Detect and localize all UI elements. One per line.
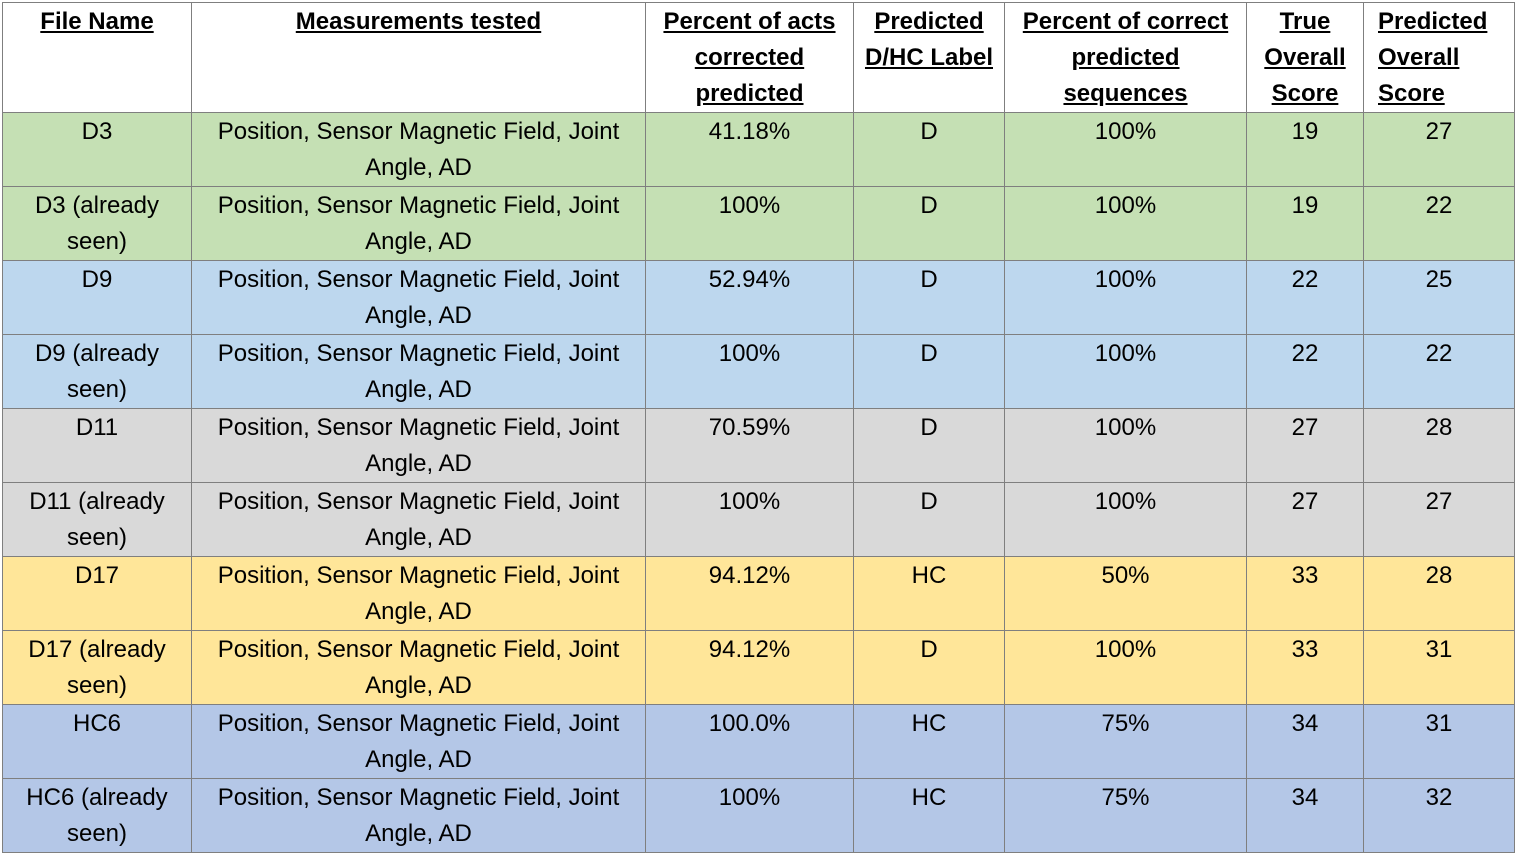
- cell-file-name: D3 (already seen): [2, 186, 192, 261]
- cell-true-score: 19: [1246, 186, 1364, 261]
- table-row: HC6 (already seen) Position, Sensor Magn…: [2, 778, 1515, 853]
- cell-predicted-score: 28: [1363, 408, 1515, 483]
- cell-true-score: 33: [1246, 556, 1364, 631]
- cell-measurements: Position, Sensor Magnetic Field, Joint A…: [191, 260, 646, 335]
- cell-pct-acts: 100%: [645, 186, 854, 261]
- table-row: D11 Position, Sensor Magnetic Field, Joi…: [2, 408, 1515, 483]
- cell-file-name: D17: [2, 556, 192, 631]
- cell-predicted-label: D: [853, 112, 1005, 187]
- table-row: D11 (already seen) Position, Sensor Magn…: [2, 482, 1515, 557]
- table-row: D17 Position, Sensor Magnetic Field, Joi…: [2, 556, 1515, 631]
- cell-true-score: 22: [1246, 260, 1364, 335]
- cell-file-name: D3: [2, 112, 192, 187]
- cell-true-score: 22: [1246, 334, 1364, 409]
- cell-pct-sequences: 75%: [1004, 778, 1247, 853]
- cell-measurements: Position, Sensor Magnetic Field, Joint A…: [191, 482, 646, 557]
- cell-measurements: Position, Sensor Magnetic Field, Joint A…: [191, 556, 646, 631]
- cell-file-name: D9: [2, 260, 192, 335]
- col-header-pct-sequences: Percent of correct predicted sequences: [1004, 2, 1247, 113]
- cell-file-name: D9 (already seen): [2, 334, 192, 409]
- cell-measurements: Position, Sensor Magnetic Field, Joint A…: [191, 112, 646, 187]
- table-row: D9 Position, Sensor Magnetic Field, Join…: [2, 260, 1515, 335]
- cell-true-score: 34: [1246, 778, 1364, 853]
- cell-pct-acts: 94.12%: [645, 556, 854, 631]
- cell-predicted-label: D: [853, 186, 1005, 261]
- cell-predicted-score: 27: [1363, 482, 1515, 557]
- cell-pct-sequences: 100%: [1004, 334, 1247, 409]
- col-header-predicted-score: Predicted Overall Score: [1363, 2, 1515, 113]
- cell-predicted-label: HC: [853, 704, 1005, 779]
- col-header-true-score: True Overall Score: [1246, 2, 1364, 113]
- cell-pct-sequences: 75%: [1004, 704, 1247, 779]
- cell-predicted-score: 31: [1363, 704, 1515, 779]
- cell-pct-sequences: 100%: [1004, 408, 1247, 483]
- cell-predicted-score: 22: [1363, 186, 1515, 261]
- cell-predicted-score: 28: [1363, 556, 1515, 631]
- cell-pct-sequences: 100%: [1004, 482, 1247, 557]
- cell-true-score: 27: [1246, 408, 1364, 483]
- cell-pct-acts: 100%: [645, 334, 854, 409]
- cell-measurements: Position, Sensor Magnetic Field, Joint A…: [191, 334, 646, 409]
- cell-file-name: D11: [2, 408, 192, 483]
- cell-predicted-label: HC: [853, 556, 1005, 631]
- cell-measurements: Position, Sensor Magnetic Field, Joint A…: [191, 704, 646, 779]
- cell-pct-acts: 70.59%: [645, 408, 854, 483]
- table-row: D3 (already seen) Position, Sensor Magne…: [2, 186, 1515, 261]
- cell-true-score: 33: [1246, 630, 1364, 705]
- cell-predicted-score: 27: [1363, 112, 1515, 187]
- cell-pct-acts: 100%: [645, 778, 854, 853]
- cell-pct-acts: 94.12%: [645, 630, 854, 705]
- cell-file-name: D11 (already seen): [2, 482, 192, 557]
- header-row: File Name Measurements tested Percent of…: [2, 2, 1515, 113]
- cell-file-name: HC6: [2, 704, 192, 779]
- cell-predicted-label: HC: [853, 778, 1005, 853]
- table-row: D17 (already seen) Position, Sensor Magn…: [2, 630, 1515, 705]
- table-row: HC6 Position, Sensor Magnetic Field, Joi…: [2, 704, 1515, 779]
- cell-measurements: Position, Sensor Magnetic Field, Joint A…: [191, 630, 646, 705]
- cell-predicted-label: D: [853, 408, 1005, 483]
- cell-predicted-label: D: [853, 630, 1005, 705]
- col-header-predicted-label: Predicted D/HC Label: [853, 2, 1005, 113]
- cell-predicted-score: 31: [1363, 630, 1515, 705]
- cell-pct-acts: 41.18%: [645, 112, 854, 187]
- col-header-file-name: File Name: [2, 2, 192, 113]
- cell-pct-sequences: 100%: [1004, 630, 1247, 705]
- cell-true-score: 34: [1246, 704, 1364, 779]
- cell-measurements: Position, Sensor Magnetic Field, Joint A…: [191, 186, 646, 261]
- cell-predicted-label: D: [853, 482, 1005, 557]
- cell-pct-acts: 100.0%: [645, 704, 854, 779]
- table-row: D3 Position, Sensor Magnetic Field, Join…: [2, 112, 1515, 187]
- cell-true-score: 27: [1246, 482, 1364, 557]
- cell-pct-sequences: 100%: [1004, 186, 1247, 261]
- col-header-pct-acts: Percent of acts corrected predicted: [645, 2, 854, 113]
- cell-pct-acts: 100%: [645, 482, 854, 557]
- cell-pct-sequences: 100%: [1004, 112, 1247, 187]
- cell-file-name: HC6 (already seen): [2, 778, 192, 853]
- cell-measurements: Position, Sensor Magnetic Field, Joint A…: [191, 408, 646, 483]
- cell-predicted-score: 22: [1363, 334, 1515, 409]
- table-row: D9 (already seen) Position, Sensor Magne…: [2, 334, 1515, 409]
- col-header-measurements: Measurements tested: [191, 2, 646, 113]
- cell-pct-acts: 52.94%: [645, 260, 854, 335]
- cell-predicted-score: 25: [1363, 260, 1515, 335]
- cell-predicted-score: 32: [1363, 778, 1515, 853]
- cell-pct-sequences: 50%: [1004, 556, 1247, 631]
- cell-predicted-label: D: [853, 260, 1005, 335]
- cell-file-name: D17 (already seen): [2, 630, 192, 705]
- cell-predicted-label: D: [853, 334, 1005, 409]
- cell-pct-sequences: 100%: [1004, 260, 1247, 335]
- cell-measurements: Position, Sensor Magnetic Field, Joint A…: [191, 778, 646, 853]
- cell-true-score: 19: [1246, 112, 1364, 187]
